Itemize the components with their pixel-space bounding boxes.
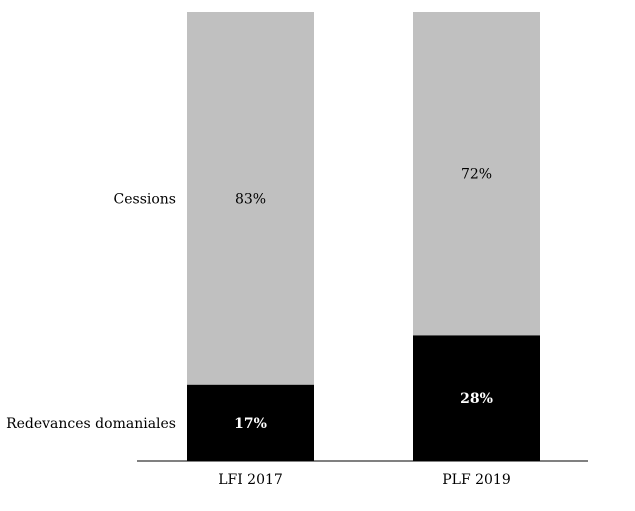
legend-label: Cessions: [114, 191, 176, 207]
x-tick-labels: LFI 2017 PLF 2019: [218, 472, 511, 488]
x-tick-label: LFI 2017: [218, 472, 283, 488]
bar-segment-redevances-domaniales-1: [187, 384, 314, 461]
data-labels-layer: 17% 83% 28% 72%: [234, 167, 493, 432]
x-tick-label: PLF 2019: [442, 472, 511, 488]
data-label: 17%: [234, 416, 267, 432]
bar-segment-cessions-2: [413, 12, 540, 336]
legend: Redevances domaniales Cessions: [6, 191, 176, 431]
data-label: 83%: [235, 191, 266, 207]
bar-segment-cessions-1: [187, 12, 314, 385]
data-label: 28%: [460, 391, 493, 407]
bar-segment-redevances-domaniales-2: [413, 335, 540, 461]
bars-layer: [187, 12, 540, 461]
data-label: 72%: [461, 167, 492, 183]
legend-label: Redevances domaniales: [6, 416, 176, 432]
